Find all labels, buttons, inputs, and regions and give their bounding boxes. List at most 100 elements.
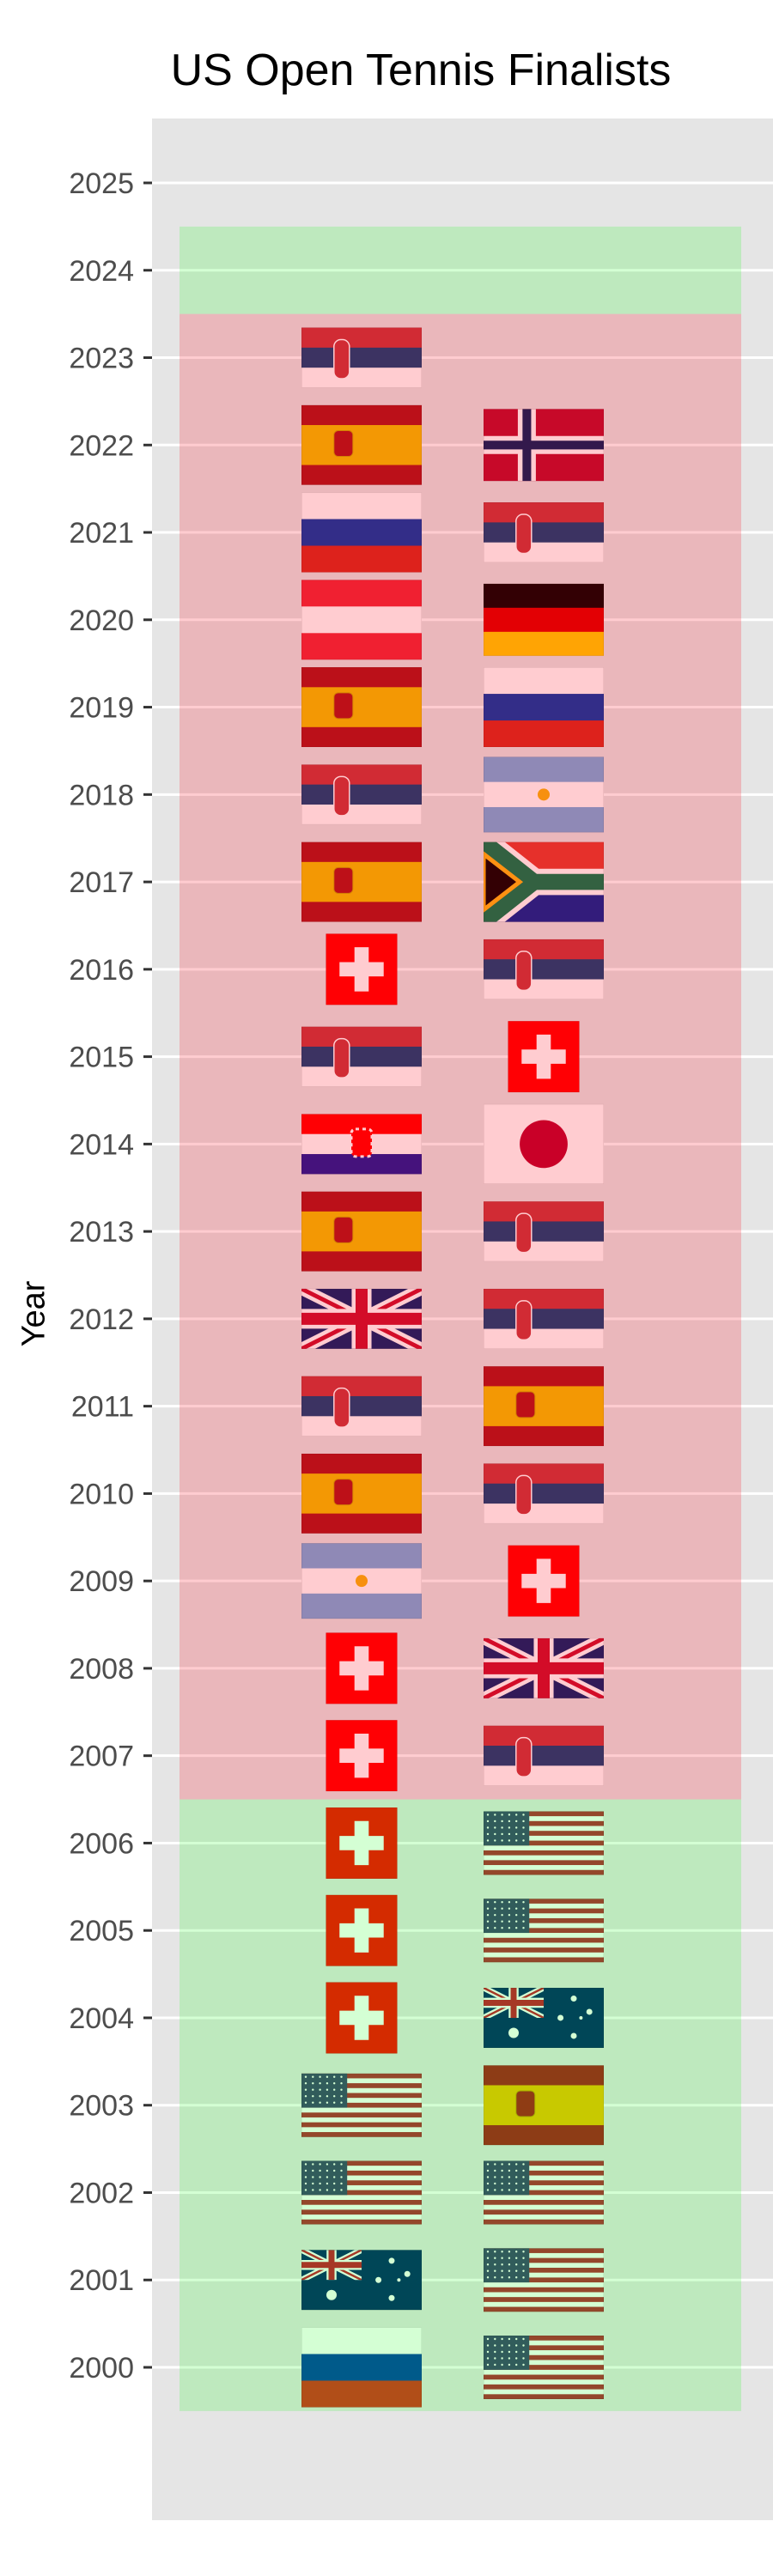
y-tick-label: 2019 (69, 692, 134, 725)
y-tick-label: 2023 (69, 343, 134, 375)
y-tick-label: 2025 (69, 167, 134, 200)
flag-stripe (301, 861, 422, 902)
flag-stripe (301, 2127, 422, 2133)
star (304, 2176, 307, 2178)
star (508, 2269, 511, 2272)
star (494, 1907, 496, 1910)
star (515, 1914, 518, 1917)
flag-stripe (484, 2369, 604, 2375)
flag-stripe (484, 2160, 604, 2166)
flag-aus-icon (484, 1987, 604, 2048)
flag-stripe (484, 583, 604, 609)
flag-stripe (301, 2215, 422, 2221)
y-tick-label: 2022 (69, 429, 134, 462)
star (404, 2270, 411, 2277)
star (494, 1826, 496, 1829)
flag-stripe (301, 2209, 422, 2215)
star (312, 2182, 314, 2185)
coat-of-arms (515, 1474, 533, 1516)
flag-stripe (301, 2380, 422, 2408)
star (340, 2182, 343, 2185)
star (397, 2278, 401, 2282)
coat-of-arms (515, 1300, 533, 1341)
flag-cross (339, 1996, 384, 2040)
flag-stripe (301, 368, 422, 388)
star (508, 1820, 511, 1823)
flag-srb-icon (301, 1376, 422, 1437)
star (326, 2169, 329, 2172)
star (522, 2163, 525, 2166)
flag-stripe (484, 607, 604, 633)
star (515, 2257, 518, 2259)
flag-stripe (301, 2204, 422, 2210)
star (515, 2169, 518, 2172)
flag-stripe (301, 2354, 422, 2381)
star (333, 2082, 336, 2085)
flag-usa-icon (484, 2160, 604, 2225)
flag-stripe (484, 1820, 604, 1826)
flag-stripe (301, 687, 422, 727)
star (326, 2289, 337, 2300)
flag-sui-icon (508, 1021, 580, 1093)
star (340, 2082, 343, 2085)
flag-stripe (484, 2257, 604, 2263)
flag-srb-icon (484, 1463, 604, 1524)
flag-stripe (484, 959, 604, 981)
flag-stripe (484, 2195, 604, 2201)
flag-stripe (484, 2384, 604, 2390)
flag-aut-icon (301, 580, 422, 660)
coat-of-arms (333, 1479, 354, 1506)
star (501, 1901, 503, 1904)
flag-stripe (484, 1328, 604, 1349)
flag-stripe (301, 1154, 422, 1175)
star (333, 2088, 336, 2091)
flag-stripe (484, 2190, 604, 2196)
flag-canton (484, 1899, 530, 1934)
star (508, 1839, 511, 1842)
coat-of-arms (515, 1212, 533, 1254)
star (522, 1907, 525, 1910)
star (486, 2163, 490, 2166)
union-jack (301, 2250, 362, 2281)
flag-stripe (484, 1855, 604, 1861)
star (494, 2163, 496, 2166)
flag-stripe (484, 2252, 604, 2258)
flag-srb-icon (484, 1288, 604, 1349)
flag-stripe (301, 2122, 422, 2128)
star (508, 1814, 511, 1816)
star (494, 2263, 496, 2266)
flag-rus-icon (301, 2327, 422, 2408)
flag-aus-icon (301, 2250, 422, 2311)
y-tick-label: 2012 (69, 1303, 134, 1336)
flag-usa-icon (484, 2336, 604, 2399)
star (508, 1901, 511, 1904)
star (501, 1832, 503, 1836)
star (522, 1814, 525, 1816)
flag-stripe (301, 2073, 422, 2079)
flag-stripe (484, 1899, 604, 1905)
star (522, 2169, 525, 2172)
flag-stripe (484, 1933, 604, 1939)
flag-stripe (484, 2170, 604, 2176)
y-tick-label: 2020 (69, 605, 134, 637)
star (326, 2082, 329, 2085)
star (494, 2357, 496, 2360)
flag-stripe (484, 2287, 604, 2293)
flag-canton (484, 2248, 530, 2283)
flag-stripe (301, 2083, 422, 2089)
star (319, 2088, 321, 2091)
y-tick-label: 2008 (69, 1653, 134, 1686)
star (486, 2169, 490, 2172)
star (486, 2276, 490, 2279)
flag-stripe (484, 2268, 604, 2274)
flag-stripe (484, 2297, 604, 2303)
flag-pall (484, 841, 604, 922)
flag-stripe (484, 667, 604, 695)
star (326, 2075, 329, 2078)
star (312, 2176, 314, 2178)
star (304, 2169, 307, 2172)
star (522, 2344, 525, 2347)
flag-stripe (484, 1386, 604, 1426)
flag-stripe (484, 979, 604, 999)
